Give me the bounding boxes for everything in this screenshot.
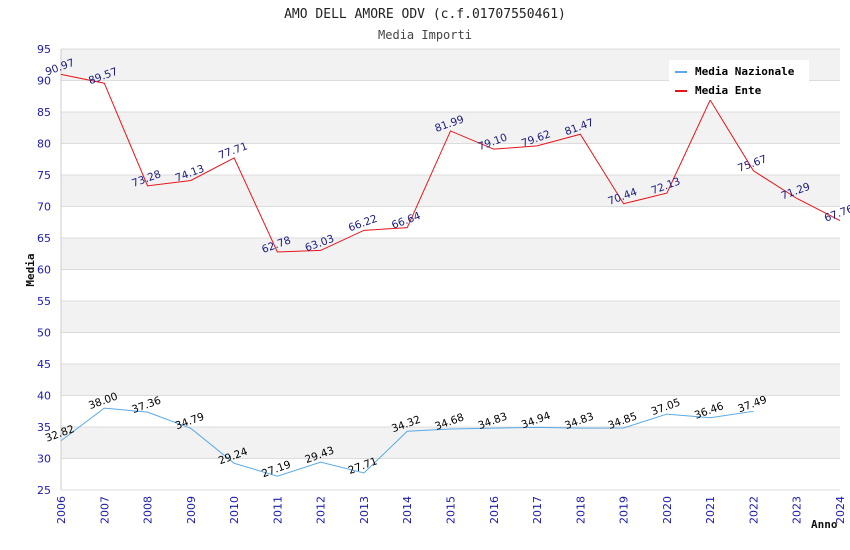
y-tick-label: 45 xyxy=(37,358,51,371)
y-tick-label: 85 xyxy=(37,106,51,119)
x-tick-label: 2020 xyxy=(661,496,674,524)
y-tick-label: 80 xyxy=(37,138,51,151)
x-tick-label: 2017 xyxy=(531,496,544,524)
y-tick-label: 55 xyxy=(37,295,51,308)
x-tick-label: 2011 xyxy=(271,496,284,524)
y-tick-label: 40 xyxy=(37,390,51,403)
grid-bands xyxy=(61,49,840,490)
grid-band xyxy=(61,238,840,270)
x-tick-label: 2007 xyxy=(98,496,111,524)
x-tick-label: 2019 xyxy=(618,496,631,524)
x-tick-label: 2021 xyxy=(704,496,717,524)
x-tick-labels: 2006 2007 2008 2009 2010 2011 2012 2013 2014 2015… xyxy=(55,496,847,524)
legend-box xyxy=(669,60,809,100)
grid-band xyxy=(61,301,840,333)
x-tick-label: 2024 xyxy=(834,496,847,524)
x-tick-label: 2008 xyxy=(142,496,155,524)
legend-label-nazionale: Media Nazionale xyxy=(695,65,795,78)
y-tick-label: 95 xyxy=(37,43,51,56)
grid-band xyxy=(61,458,840,490)
y-tick-label: 70 xyxy=(37,201,51,214)
legend-label-ente: Media Ente xyxy=(695,84,762,97)
grid-band xyxy=(61,143,840,175)
y-tick-label: 25 xyxy=(37,484,51,497)
y-axis-title: Media xyxy=(24,253,37,286)
y-tick-label: 50 xyxy=(37,327,51,340)
chart-title: AMO DELL AMORE ODV (c.f.01707550461) xyxy=(284,7,566,22)
y-tick-label: 65 xyxy=(37,232,51,245)
y-tick-label: 60 xyxy=(37,264,51,277)
grid-lines xyxy=(60,48,840,491)
legend: Media Nazionale Media Ente xyxy=(669,60,809,100)
x-tick-label: 2009 xyxy=(185,496,198,524)
x-tick-label: 2013 xyxy=(358,496,371,524)
chart-subtitle: Media Importi xyxy=(378,28,472,42)
x-tick-label: 2006 xyxy=(55,496,68,524)
y-tick-label: 90 xyxy=(37,75,51,88)
x-tick-label: 2022 xyxy=(747,496,760,524)
grid-band xyxy=(61,364,840,396)
grid-band xyxy=(61,332,840,364)
y-tick-label: 75 xyxy=(37,169,51,182)
x-tick-label: 2015 xyxy=(445,496,458,524)
grid-band xyxy=(61,206,840,238)
grid-band xyxy=(61,112,840,144)
x-tick-label: 2016 xyxy=(488,496,501,524)
x-axis-title: Anno xyxy=(811,518,838,531)
x-tick-label: 2012 xyxy=(315,496,328,524)
series-line-ente xyxy=(60,73,841,253)
y-tick-labels: 25 30 35 40 45 50 55 60 65 70 75 80 85 90 95 xyxy=(37,43,51,497)
y-tick-label: 35 xyxy=(37,421,51,434)
x-tick-label: 2018 xyxy=(574,496,587,524)
grid-band xyxy=(61,427,840,459)
y-tick-label: 30 xyxy=(37,453,51,466)
grid-band xyxy=(61,395,840,427)
x-tick-label: 2010 xyxy=(228,496,241,524)
series-line-nazionale xyxy=(60,407,754,477)
x-tick-label: 2014 xyxy=(401,496,414,524)
grid-band xyxy=(61,269,840,301)
x-tick-label: 2023 xyxy=(791,496,804,524)
series-lines xyxy=(60,73,841,477)
